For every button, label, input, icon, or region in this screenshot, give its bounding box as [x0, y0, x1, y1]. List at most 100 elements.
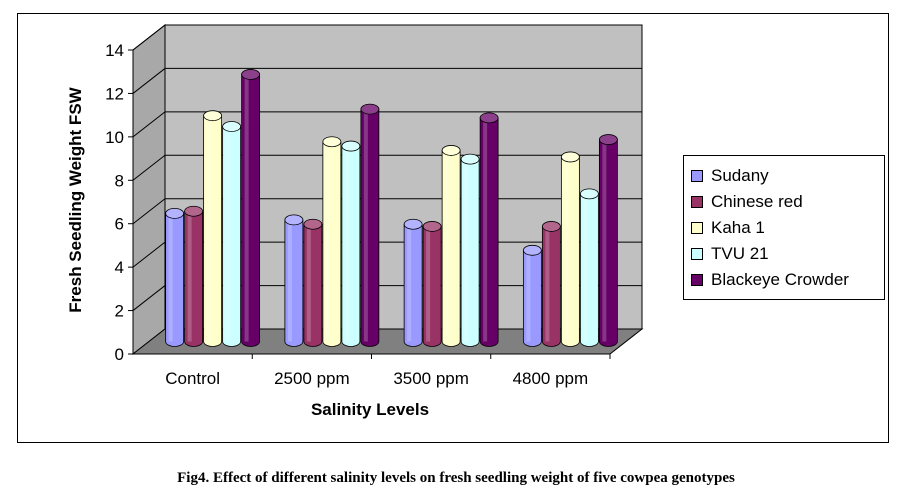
bar-highlight	[426, 226, 431, 342]
bar-cap	[560, 151, 580, 163]
bar-cap	[184, 205, 204, 217]
gridline-depth	[132, 68, 166, 94]
bar-body	[184, 210, 204, 347]
legend-swatch	[691, 170, 703, 182]
legend-swatch	[691, 222, 703, 234]
legend-label: Sudany	[711, 166, 769, 185]
y-tick-label: 8	[115, 171, 124, 190]
bar	[341, 140, 361, 347]
bar	[360, 103, 380, 347]
bar-body	[560, 156, 580, 347]
bar-body	[598, 139, 618, 347]
bar-highlight	[168, 213, 173, 342]
bar-highlight	[526, 250, 531, 342]
bar-cap	[222, 121, 242, 132]
bar-cap	[303, 218, 323, 230]
bar-body	[303, 223, 323, 347]
legend-item: Kaha 1	[691, 215, 884, 241]
bar-body	[360, 108, 380, 347]
bar-highlight	[206, 115, 211, 342]
bar-highlight	[325, 141, 330, 342]
bar-cap	[541, 221, 561, 232]
y-tick-label: 12	[105, 84, 124, 103]
gridline-depth	[132, 198, 166, 225]
x-tick-label: 3500 ppm	[393, 369, 469, 388]
bar-highlight	[564, 156, 569, 342]
legend-item: Blackeye Crowder	[691, 267, 884, 293]
gridline-depth	[132, 154, 166, 181]
bar-highlight	[545, 226, 550, 342]
bar	[403, 218, 423, 347]
bar-highlight	[483, 117, 488, 342]
y-tick-label: 0	[115, 345, 124, 364]
bar	[522, 244, 542, 347]
bar-cap	[422, 221, 442, 232]
bar-highlight	[287, 219, 292, 342]
y-tick-label: 2	[115, 302, 124, 321]
bar-body	[541, 226, 561, 347]
gridline-depth	[132, 111, 166, 138]
y-tick-label: 10	[105, 128, 124, 147]
bar-cap	[360, 103, 380, 115]
bar	[479, 112, 499, 347]
x-axis: Control 2500 ppm 3500 ppm 4800 ppm	[133, 353, 611, 388]
bar-cap	[579, 188, 599, 200]
bar	[579, 188, 599, 347]
bar-body	[322, 141, 342, 347]
y-tick-label: 6	[115, 215, 124, 234]
bar-cap	[479, 112, 499, 124]
x-tick-label: Control	[165, 369, 220, 388]
bar-body	[222, 126, 242, 347]
bar-highlight	[363, 109, 368, 342]
y-axis-title: Fresh Seedling Weight FSW	[66, 87, 85, 313]
bar	[422, 221, 442, 347]
bar	[241, 69, 261, 347]
bar-highlight	[464, 159, 469, 342]
gridline-depth	[132, 241, 166, 268]
bar-highlight	[602, 139, 607, 342]
bar-highlight	[306, 224, 311, 342]
legend-label: TVU 21	[711, 244, 769, 263]
bar-body	[203, 115, 223, 347]
bar-cap	[598, 134, 618, 145]
bar-highlight	[583, 193, 588, 342]
bar-cap	[203, 110, 223, 122]
bar	[598, 134, 618, 347]
bar	[322, 136, 342, 347]
legend: Sudany Chinese red Kaha 1 TVU 21 Blackeye Cr…	[683, 155, 885, 300]
bar-highlight	[445, 150, 450, 342]
bar	[203, 110, 223, 347]
y-tick-label: 4	[115, 258, 124, 277]
bar	[165, 207, 185, 347]
bar-body	[522, 249, 542, 347]
bar-highlight	[244, 74, 249, 342]
bar-body	[403, 223, 423, 347]
gridline-depth	[132, 285, 166, 311]
bar-cap	[341, 140, 361, 152]
figure-caption: Fig4. Effect of different salinity level…	[177, 470, 735, 486]
bar	[460, 153, 480, 347]
bar-body	[460, 158, 480, 347]
bar-cap	[284, 214, 304, 226]
gridline-depth	[132, 24, 166, 51]
bar-body	[479, 117, 499, 347]
bar-body	[441, 150, 461, 347]
x-tick-label: 4800 ppm	[513, 369, 589, 388]
bar-highlight	[187, 211, 192, 342]
bar-cap	[460, 153, 480, 165]
bar	[222, 121, 242, 347]
bar-cap	[403, 218, 423, 230]
bar-cap	[522, 244, 542, 256]
legend-swatch	[691, 248, 703, 260]
bar	[184, 205, 204, 347]
legend-item: Chinese red	[691, 189, 884, 215]
bar-cap	[322, 136, 342, 148]
bar-body	[579, 193, 599, 347]
bar	[441, 145, 461, 347]
bar-body	[341, 145, 361, 347]
bar-body	[241, 74, 261, 347]
legend-item: Sudany	[691, 163, 884, 189]
legend-swatch	[691, 274, 703, 286]
legend-label: Chinese red	[711, 192, 803, 211]
